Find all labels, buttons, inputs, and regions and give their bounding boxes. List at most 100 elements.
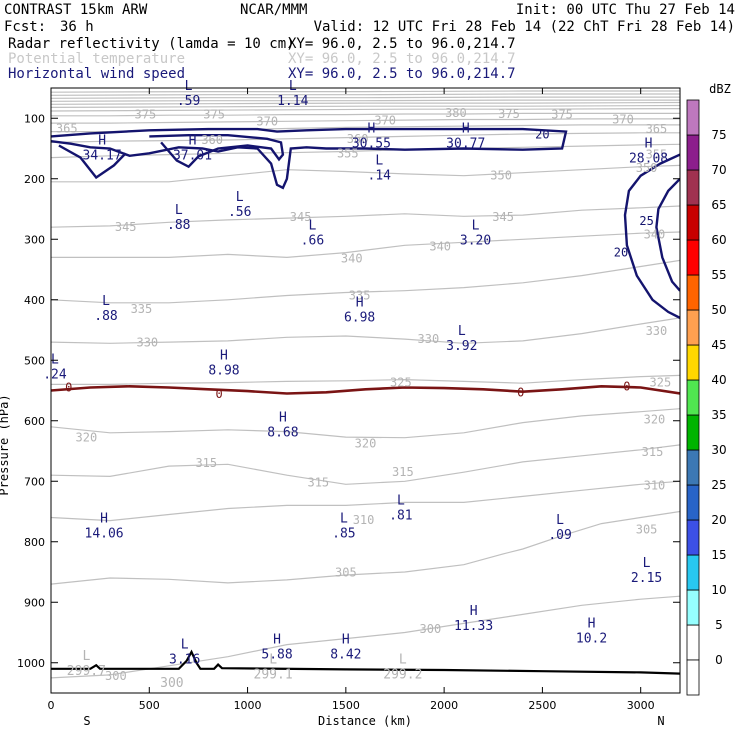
extremum-value: .85 (332, 527, 355, 542)
theta-label: 330 (646, 324, 668, 338)
x-tick-label: 2500 (528, 699, 556, 712)
theta-contour-395 (51, 99, 680, 102)
x-end-label-south: S (83, 714, 90, 728)
colorbar-level-label: 20 (711, 513, 726, 527)
theta-label-text: 325 (650, 376, 672, 390)
extremum-value: .24 (43, 368, 67, 383)
theta-label-text: 305 (636, 523, 658, 537)
reflectivity-label: 0 (623, 379, 630, 393)
forecast-hours: 36 h (60, 19, 94, 35)
theta-label-text: 360 (201, 133, 223, 147)
theta-label: 375 (135, 108, 157, 122)
extremum-value: .88 (94, 309, 117, 324)
extremum-mark: L (375, 154, 383, 169)
extremum-mark: H (588, 616, 596, 631)
extremum-label: H34.17 (83, 134, 122, 164)
extremum-mark: L (181, 638, 189, 653)
theta-label: 355 (646, 148, 668, 162)
theta-label-text: 340 (644, 227, 666, 241)
extremum-value: 30.77 (446, 136, 485, 151)
colorbar-swatch-50 (686, 274, 700, 311)
colorbar-level-label: 10 (711, 583, 726, 597)
theta-label-text: 310 (644, 478, 666, 492)
x-tick-label: 0 (48, 699, 55, 712)
extremum-mark: H (342, 633, 350, 648)
theta-label: 305 (636, 523, 658, 537)
extremum-label: L.56 (228, 190, 251, 220)
colorbar-level-label: 5 (715, 618, 723, 632)
theta-label-text: 345 (492, 210, 514, 224)
field-name-wind: Horizontal wind speed (8, 66, 185, 82)
extremum-label: H28.08 (629, 137, 668, 167)
theta-label: 370 (256, 114, 278, 128)
colorbar-level-label: 35 (711, 408, 726, 422)
wind-contours (51, 127, 680, 319)
theta-contour-375 (51, 112, 680, 117)
colorbar-swatch-60 (686, 204, 700, 241)
theta-contour-350 (51, 164, 680, 183)
extremum-label: L3.20 (460, 218, 491, 248)
theta-label-text: 370 (374, 114, 396, 128)
colorbar-level-label: 30 (711, 443, 726, 457)
theta-label-text: 300 (105, 669, 127, 683)
forecast-label: Fcst: (4, 19, 46, 35)
extremum-mark: L (556, 513, 564, 528)
wind-contour-label: 20 (535, 128, 549, 142)
y-tick-label: 900 (24, 596, 45, 609)
extremum-label: L2.15 (631, 556, 662, 586)
colorbar-swatch-35 (686, 379, 700, 416)
theta-label: 375 (203, 108, 225, 122)
extremum-mark: H (98, 134, 106, 149)
theta-label-text: 335 (131, 302, 153, 316)
colorbar-swatch-10 (686, 554, 700, 591)
theta-contour-385 (51, 104, 680, 108)
colorbar-swatch-5 (686, 589, 700, 626)
colorbar-swatch-65 (686, 169, 700, 206)
theta-contour-305 (51, 510, 680, 585)
reflectivity-label-text: 0 (517, 385, 524, 399)
theta-label-text: 320 (76, 431, 98, 445)
reflectivity-colorbar: dBZ 0 5 10 15 20 25 30 35 40 45 50 55 60 65 70 75 (686, 82, 731, 696)
extremum-value: 299.2 (383, 668, 422, 683)
extremum-mark: L (309, 218, 317, 233)
field-xy-reflectivity: XY= 96.0, 2.5 to 96.0,214.7 (288, 36, 516, 52)
extremum-value: 299.7 (67, 664, 106, 679)
extremum-mark: H (645, 137, 653, 152)
figure-header: CONTRAST 15km ARW NCAR/MMM Init: 00 UTC … (4, 2, 735, 82)
colorbar-swatch-75 (686, 99, 700, 136)
theta-label: 325 (390, 376, 412, 390)
theta-contour-410 (51, 90, 680, 93)
extremum-label: L.66 (301, 218, 324, 248)
extremum-mark: H (279, 411, 287, 426)
theta-label-text: 330 (136, 336, 158, 350)
extremum-mark: H (462, 121, 470, 136)
extremum-label: L1.14 (277, 79, 308, 109)
reflectivity-label: 0 (215, 387, 222, 401)
extremum-value: 8.98 (208, 363, 239, 378)
extremum-value: 8.68 (267, 426, 298, 441)
y-tick-label: 200 (24, 173, 45, 186)
extremum-mark: L (458, 324, 466, 339)
extremum-label: L3.92 (446, 324, 477, 354)
extremum-value: .81 (389, 509, 412, 524)
theta-contour-355 (51, 143, 680, 159)
extremum-mark: H (470, 604, 478, 619)
colorbar-unit: dBZ (709, 82, 731, 96)
theta-label-text: 365 (646, 122, 668, 136)
extremum-mark: L (102, 294, 110, 309)
reflectivity-label: 0 (517, 385, 524, 399)
wind-contour-25 (58, 144, 127, 180)
extremum-mark: L (175, 203, 183, 218)
extremum-mark: H (367, 121, 375, 136)
theta-label: 315 (307, 475, 329, 489)
theta-label-text: 350 (490, 169, 512, 183)
extremum-mark: H (220, 348, 228, 363)
theta-label: 310 (644, 478, 666, 492)
theta-label-text: 330 (646, 324, 668, 338)
model-title: CONTRAST 15km ARW (4, 2, 148, 18)
theta-label-text: 320 (355, 437, 377, 451)
theta-label-text: 350 (636, 161, 658, 175)
